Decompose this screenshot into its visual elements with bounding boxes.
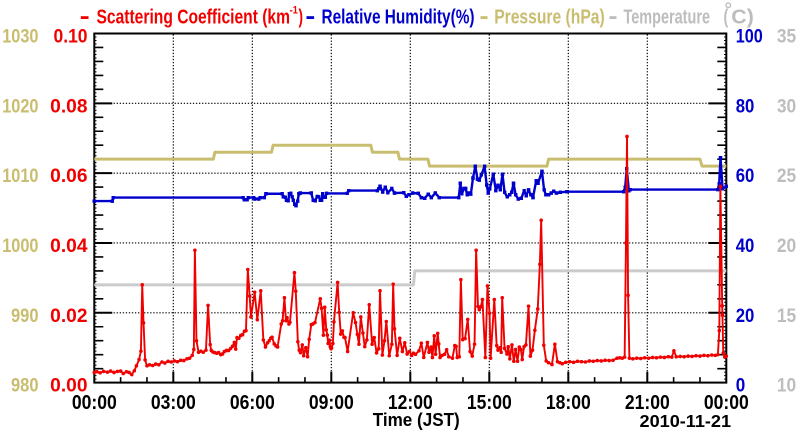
svg-text:40: 40 [736, 236, 755, 257]
svg-text:1020: 1020 [2, 96, 38, 117]
svg-text:0.04: 0.04 [50, 236, 88, 257]
svg-text:(: ( [724, 7, 729, 29]
svg-text:09:00: 09:00 [309, 391, 354, 414]
svg-text:18:00: 18:00 [546, 391, 591, 414]
svg-text:0.02: 0.02 [50, 306, 87, 327]
svg-text:): ) [299, 7, 304, 29]
svg-text:00:00: 00:00 [704, 391, 749, 414]
svg-text:C): C) [731, 7, 754, 29]
svg-text:Pressure (hPa): Pressure (hPa) [494, 7, 605, 29]
svg-text:06:00: 06:00 [230, 391, 275, 414]
svg-text:35: 35 [777, 27, 797, 48]
svg-text:100: 100 [736, 27, 763, 48]
svg-text:21:00: 21:00 [625, 391, 670, 414]
svg-text:10: 10 [777, 376, 796, 397]
svg-text:20: 20 [736, 306, 755, 327]
svg-text:30: 30 [777, 96, 796, 117]
svg-text:Temperature: Temperature [624, 7, 711, 29]
svg-text:980: 980 [11, 376, 39, 397]
svg-text:03:00: 03:00 [151, 391, 196, 414]
svg-text:2010-11-21: 2010-11-21 [640, 411, 732, 431]
svg-text:990: 990 [11, 306, 39, 327]
svg-text:00:00: 00:00 [72, 391, 117, 414]
svg-text:1030: 1030 [2, 27, 38, 48]
svg-text:60: 60 [736, 166, 755, 187]
svg-text:Relative Humidity(%): Relative Humidity(%) [322, 7, 475, 29]
svg-text:0.10: 0.10 [54, 27, 88, 48]
svg-text:0.00: 0.00 [50, 376, 87, 397]
svg-text:20: 20 [777, 236, 796, 257]
svg-text:15:00: 15:00 [467, 391, 512, 414]
svg-text:0.08: 0.08 [50, 96, 87, 117]
svg-text:1000: 1000 [2, 236, 38, 257]
svg-text:15: 15 [777, 306, 797, 327]
svg-text:Scattering Coefficient (km: Scattering Coefficient (km [97, 7, 291, 29]
svg-text:12:00: 12:00 [388, 391, 433, 414]
svg-text:25: 25 [777, 166, 797, 187]
svg-text:0: 0 [736, 376, 746, 397]
svg-text:Time (JST): Time (JST) [373, 410, 460, 430]
svg-text:-1: -1 [290, 5, 299, 17]
svg-text:0.06: 0.06 [50, 166, 87, 187]
svg-text:80: 80 [736, 96, 755, 117]
svg-text:1010: 1010 [2, 166, 38, 187]
